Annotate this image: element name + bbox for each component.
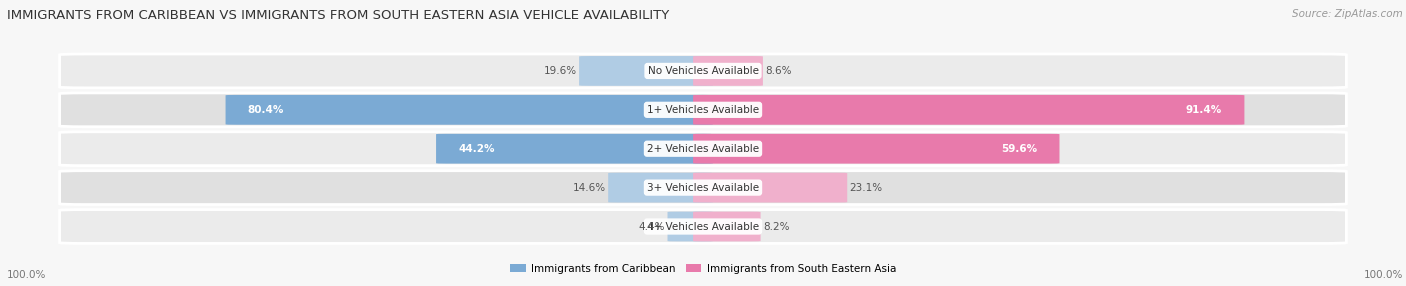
FancyBboxPatch shape	[668, 212, 713, 241]
Text: 91.4%: 91.4%	[1185, 105, 1222, 115]
Text: No Vehicles Available: No Vehicles Available	[648, 66, 758, 76]
FancyBboxPatch shape	[59, 171, 1347, 204]
FancyBboxPatch shape	[693, 95, 1244, 125]
FancyBboxPatch shape	[693, 173, 848, 202]
Text: 4+ Vehicles Available: 4+ Vehicles Available	[647, 222, 759, 231]
Text: 3+ Vehicles Available: 3+ Vehicles Available	[647, 183, 759, 192]
Text: 59.6%: 59.6%	[1001, 144, 1038, 154]
Text: 80.4%: 80.4%	[247, 105, 284, 115]
Text: 8.6%: 8.6%	[765, 66, 792, 76]
Text: 14.6%: 14.6%	[572, 183, 606, 192]
Text: Source: ZipAtlas.com: Source: ZipAtlas.com	[1292, 9, 1403, 19]
Text: 4.4%: 4.4%	[638, 222, 665, 231]
Text: 100.0%: 100.0%	[1364, 270, 1403, 280]
Text: 8.2%: 8.2%	[763, 222, 790, 231]
FancyBboxPatch shape	[693, 212, 761, 241]
FancyBboxPatch shape	[59, 132, 1347, 166]
Text: 2+ Vehicles Available: 2+ Vehicles Available	[647, 144, 759, 154]
FancyBboxPatch shape	[59, 210, 1347, 243]
FancyBboxPatch shape	[609, 173, 713, 202]
FancyBboxPatch shape	[693, 134, 1060, 164]
Text: 23.1%: 23.1%	[849, 183, 883, 192]
Text: 19.6%: 19.6%	[544, 66, 576, 76]
FancyBboxPatch shape	[59, 93, 1347, 127]
Text: 44.2%: 44.2%	[458, 144, 495, 154]
FancyBboxPatch shape	[579, 56, 713, 86]
Text: 100.0%: 100.0%	[7, 270, 46, 280]
FancyBboxPatch shape	[436, 134, 713, 164]
FancyBboxPatch shape	[225, 95, 713, 125]
FancyBboxPatch shape	[59, 54, 1347, 88]
Text: 1+ Vehicles Available: 1+ Vehicles Available	[647, 105, 759, 115]
FancyBboxPatch shape	[693, 56, 763, 86]
Legend: Immigrants from Caribbean, Immigrants from South Eastern Asia: Immigrants from Caribbean, Immigrants fr…	[506, 260, 900, 278]
Text: IMMIGRANTS FROM CARIBBEAN VS IMMIGRANTS FROM SOUTH EASTERN ASIA VEHICLE AVAILABI: IMMIGRANTS FROM CARIBBEAN VS IMMIGRANTS …	[7, 9, 669, 21]
